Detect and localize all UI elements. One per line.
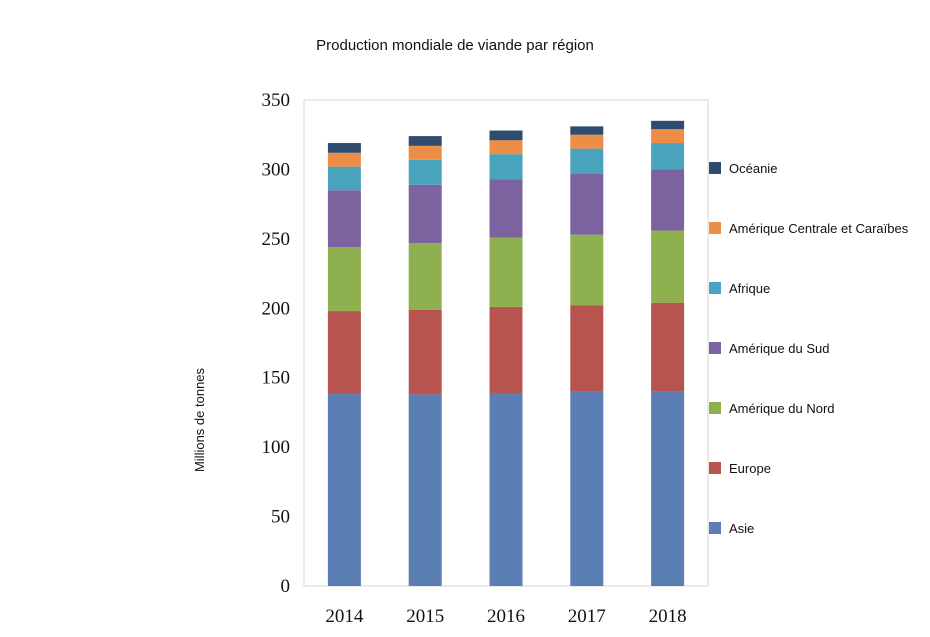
bar-segment-europe-2017 xyxy=(570,305,604,392)
bar-segment-am-rique-du-nord-2017 xyxy=(570,234,604,306)
legend-label: Amérique du Nord xyxy=(729,401,835,416)
y-axis-ticks: 0 50 100 150 200 250 300 350 xyxy=(262,90,291,597)
y-tick-label: 200 xyxy=(262,298,291,319)
bar-segment-asie-2015 xyxy=(408,394,442,586)
y-tick-label: 0 xyxy=(281,576,291,597)
legend-swatch xyxy=(709,162,721,174)
bar-segment-am-rique-centrale-et-cara-bes-2016 xyxy=(489,140,523,155)
y-axis-label: Millions de tonnes xyxy=(192,367,207,472)
bar-segment-am-rique-du-sud-2017 xyxy=(570,173,604,235)
legend-label: Océanie xyxy=(729,161,777,176)
bar-segment-am-rique-du-nord-2018 xyxy=(651,230,685,303)
bar-segment-am-rique-centrale-et-cara-bes-2014 xyxy=(327,152,361,167)
bar-segment-oc-anie-2015 xyxy=(408,136,442,146)
bar-segment-afrique-2014 xyxy=(327,166,361,191)
legend-swatch xyxy=(709,462,721,474)
legend-label: Europe xyxy=(729,461,771,476)
bar-segment-am-rique-du-sud-2018 xyxy=(651,169,685,231)
legend: Océanie Amérique Centrale et Caraïbes Afri… xyxy=(709,161,909,536)
y-tick-label: 100 xyxy=(262,437,291,458)
bar-segment-oc-anie-2014 xyxy=(327,143,361,153)
y-tick-label: 150 xyxy=(262,368,291,389)
legend-swatch xyxy=(709,522,721,534)
bar-segment-am-rique-du-sud-2016 xyxy=(489,179,523,238)
bar-segment-oc-anie-2016 xyxy=(489,130,523,141)
legend-swatch xyxy=(709,402,721,414)
bar-segment-am-rique-du-nord-2016 xyxy=(489,237,523,307)
x-tick-label: 2014 xyxy=(325,606,364,627)
bar-segment-afrique-2016 xyxy=(489,154,523,180)
legend-label: Asie xyxy=(729,521,754,536)
legend-swatch xyxy=(709,342,721,354)
y-tick-label: 250 xyxy=(262,229,291,250)
legend-swatch xyxy=(709,282,721,294)
x-tick-label: 2015 xyxy=(406,606,444,627)
bar-segment-europe-2016 xyxy=(489,306,523,393)
bar-segment-am-rique-du-sud-2015 xyxy=(408,184,442,244)
chart-title: Production mondiale de viande par région xyxy=(316,37,594,54)
bar-segment-asie-2017 xyxy=(570,391,604,586)
bar-segment-oc-anie-2017 xyxy=(570,126,604,135)
bar-segment-europe-2014 xyxy=(327,311,361,393)
legend-label: Amérique du Sud xyxy=(729,341,829,356)
x-tick-label: 2017 xyxy=(568,606,606,627)
bar-segment-oc-anie-2018 xyxy=(651,120,685,130)
x-tick-label: 2018 xyxy=(649,606,687,627)
bars xyxy=(327,120,685,586)
x-axis-ticks: 2014 2015 2016 2017 2018 xyxy=(325,606,686,627)
bar-segment-am-rique-centrale-et-cara-bes-2015 xyxy=(408,145,442,160)
y-tick-label: 350 xyxy=(262,90,291,111)
bar-segment-asie-2014 xyxy=(327,392,361,586)
bar-segment-asie-2016 xyxy=(489,392,523,586)
bar-segment-asie-2018 xyxy=(651,391,685,586)
bar-segment-am-rique-du-nord-2015 xyxy=(408,243,442,310)
bar-segment-am-rique-centrale-et-cara-bes-2017 xyxy=(570,134,604,149)
legend-label: Amérique Centrale et Caraïbes xyxy=(729,221,909,236)
bar-segment-am-rique-centrale-et-cara-bes-2018 xyxy=(651,129,685,144)
bar-segment-am-rique-du-nord-2014 xyxy=(327,247,361,312)
bar-segment-europe-2015 xyxy=(408,309,442,395)
bar-segment-europe-2018 xyxy=(651,302,685,392)
bar-segment-afrique-2015 xyxy=(408,159,442,185)
legend-label: Afrique xyxy=(729,281,770,296)
legend-swatch xyxy=(709,222,721,234)
y-tick-label: 300 xyxy=(262,159,291,180)
y-tick-label: 50 xyxy=(271,507,290,528)
x-tick-label: 2016 xyxy=(487,606,525,627)
bar-segment-afrique-2018 xyxy=(651,143,685,170)
bar-segment-am-rique-du-sud-2014 xyxy=(327,190,361,248)
bar-segment-afrique-2017 xyxy=(570,148,604,174)
